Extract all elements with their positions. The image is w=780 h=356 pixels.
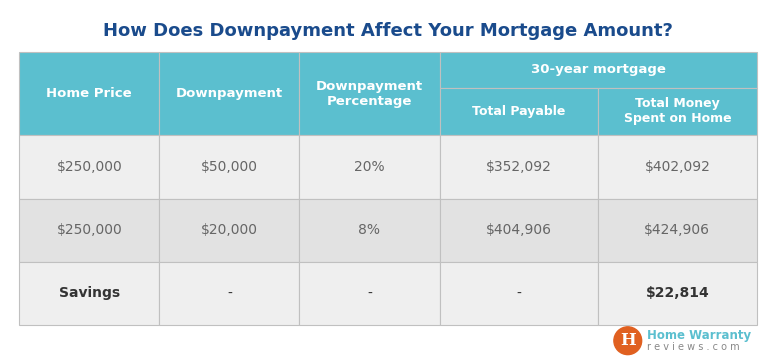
Text: $20,000: $20,000 xyxy=(201,223,258,237)
Bar xyxy=(440,262,598,325)
Text: $50,000: $50,000 xyxy=(201,160,258,174)
Text: $250,000: $250,000 xyxy=(56,160,122,174)
Text: -: - xyxy=(516,287,521,300)
Bar xyxy=(300,135,440,199)
Text: Savings: Savings xyxy=(58,287,120,300)
Bar xyxy=(159,262,300,325)
Text: Downpayment: Downpayment xyxy=(176,87,283,100)
Text: Home Warranty: Home Warranty xyxy=(647,329,750,342)
Text: $402,092: $402,092 xyxy=(644,160,711,174)
Text: Total Payable: Total Payable xyxy=(472,105,566,118)
Text: Downpayment
Percentage: Downpayment Percentage xyxy=(316,80,423,108)
Bar xyxy=(598,88,757,135)
Bar xyxy=(20,135,159,199)
Bar xyxy=(159,199,300,262)
Text: $22,814: $22,814 xyxy=(646,287,709,300)
Bar xyxy=(20,52,159,135)
Bar xyxy=(598,135,757,199)
Text: -: - xyxy=(227,287,232,300)
Bar xyxy=(159,52,300,135)
Text: 8%: 8% xyxy=(359,223,381,237)
Text: $404,906: $404,906 xyxy=(486,223,551,237)
Text: -: - xyxy=(367,287,372,300)
Bar xyxy=(598,199,757,262)
Text: Total Money
Spent on Home: Total Money Spent on Home xyxy=(623,98,731,126)
Bar xyxy=(300,262,440,325)
Text: Home Price: Home Price xyxy=(47,87,132,100)
Bar xyxy=(300,52,440,135)
Bar xyxy=(440,135,598,199)
Text: $352,092: $352,092 xyxy=(486,160,551,174)
Text: r e v i e w s . c o m: r e v i e w s . c o m xyxy=(647,342,739,352)
Bar xyxy=(20,199,159,262)
Bar xyxy=(440,88,598,135)
Text: 30-year mortgage: 30-year mortgage xyxy=(530,63,665,77)
Bar xyxy=(440,199,598,262)
Text: H: H xyxy=(620,332,636,349)
Bar xyxy=(20,262,159,325)
Text: $424,906: $424,906 xyxy=(644,223,711,237)
Circle shape xyxy=(614,327,642,355)
Text: $250,000: $250,000 xyxy=(56,223,122,237)
Bar xyxy=(598,262,757,325)
Bar xyxy=(300,199,440,262)
Text: 20%: 20% xyxy=(354,160,385,174)
Bar xyxy=(159,135,300,199)
Bar xyxy=(440,52,757,88)
Text: How Does Downpayment Affect Your Mortgage Amount?: How Does Downpayment Affect Your Mortgag… xyxy=(103,22,673,40)
